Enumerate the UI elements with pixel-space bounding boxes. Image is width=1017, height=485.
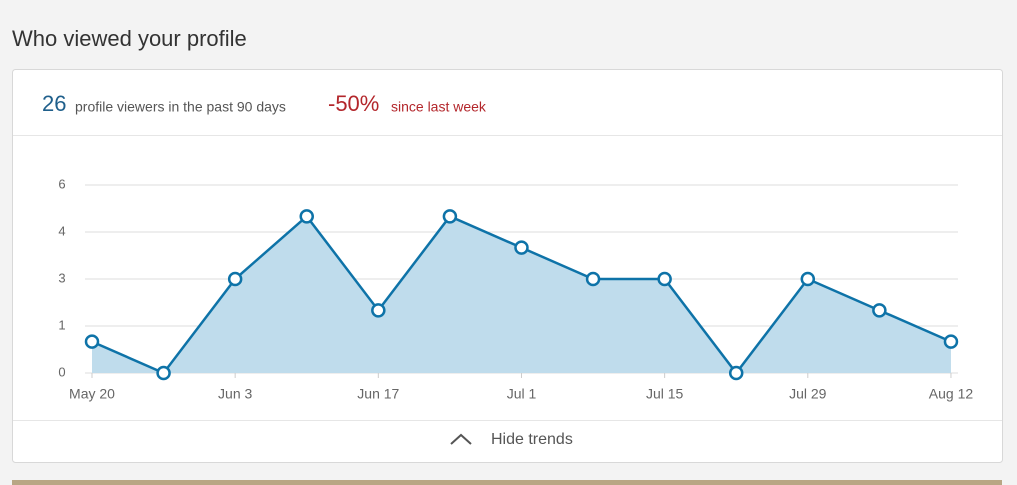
page-title: Who viewed your profile bbox=[12, 26, 247, 51]
point bbox=[728, 365, 744, 381]
point bbox=[371, 303, 386, 318]
chevron-icon bbox=[450, 433, 472, 445]
point bbox=[84, 334, 100, 349]
toggle-label[interactable]: Hide trends bbox=[491, 431, 573, 448]
x-tick-label: Jun 17 bbox=[357, 386, 399, 402]
x-tick-label: Jul 1 bbox=[507, 386, 537, 402]
point bbox=[872, 303, 887, 318]
point bbox=[227, 271, 243, 287]
y-tick-label: 6 bbox=[58, 176, 65, 191]
toggle-button[interactable]: Hide trends bbox=[450, 431, 573, 448]
next-card-edge bbox=[12, 480, 1002, 485]
point bbox=[442, 209, 458, 224]
point bbox=[299, 209, 314, 224]
x-tick-label: Jun 3 bbox=[218, 386, 252, 402]
x-tick-label: Aug 12 bbox=[929, 386, 974, 402]
change-text: since last week bbox=[391, 99, 487, 115]
y-tick-label: 0 bbox=[58, 364, 65, 379]
x-tick-label: Jul 15 bbox=[646, 386, 684, 402]
point bbox=[657, 271, 672, 287]
point bbox=[943, 334, 959, 349]
area bbox=[92, 216, 951, 373]
point bbox=[156, 365, 171, 381]
point bbox=[585, 271, 601, 287]
chart: 0 1 3 4 6 May 20 Jun 3 Jun 17 Jul 1 Jul 15 Jul 29 A… bbox=[58, 176, 973, 401]
viewer-count: 26 bbox=[42, 91, 66, 116]
x-tick-label: Jul 29 bbox=[789, 386, 827, 402]
point bbox=[800, 271, 816, 287]
change-value: -50% bbox=[328, 91, 379, 116]
point bbox=[514, 240, 529, 255]
x-tick-label: May 20 bbox=[69, 386, 115, 402]
viewer-count-text: profile viewers in the past 90 days bbox=[75, 99, 286, 115]
y-tick-label: 1 bbox=[58, 317, 65, 332]
y-tick-label: 3 bbox=[58, 270, 65, 285]
y-tick-label: 4 bbox=[58, 223, 65, 238]
